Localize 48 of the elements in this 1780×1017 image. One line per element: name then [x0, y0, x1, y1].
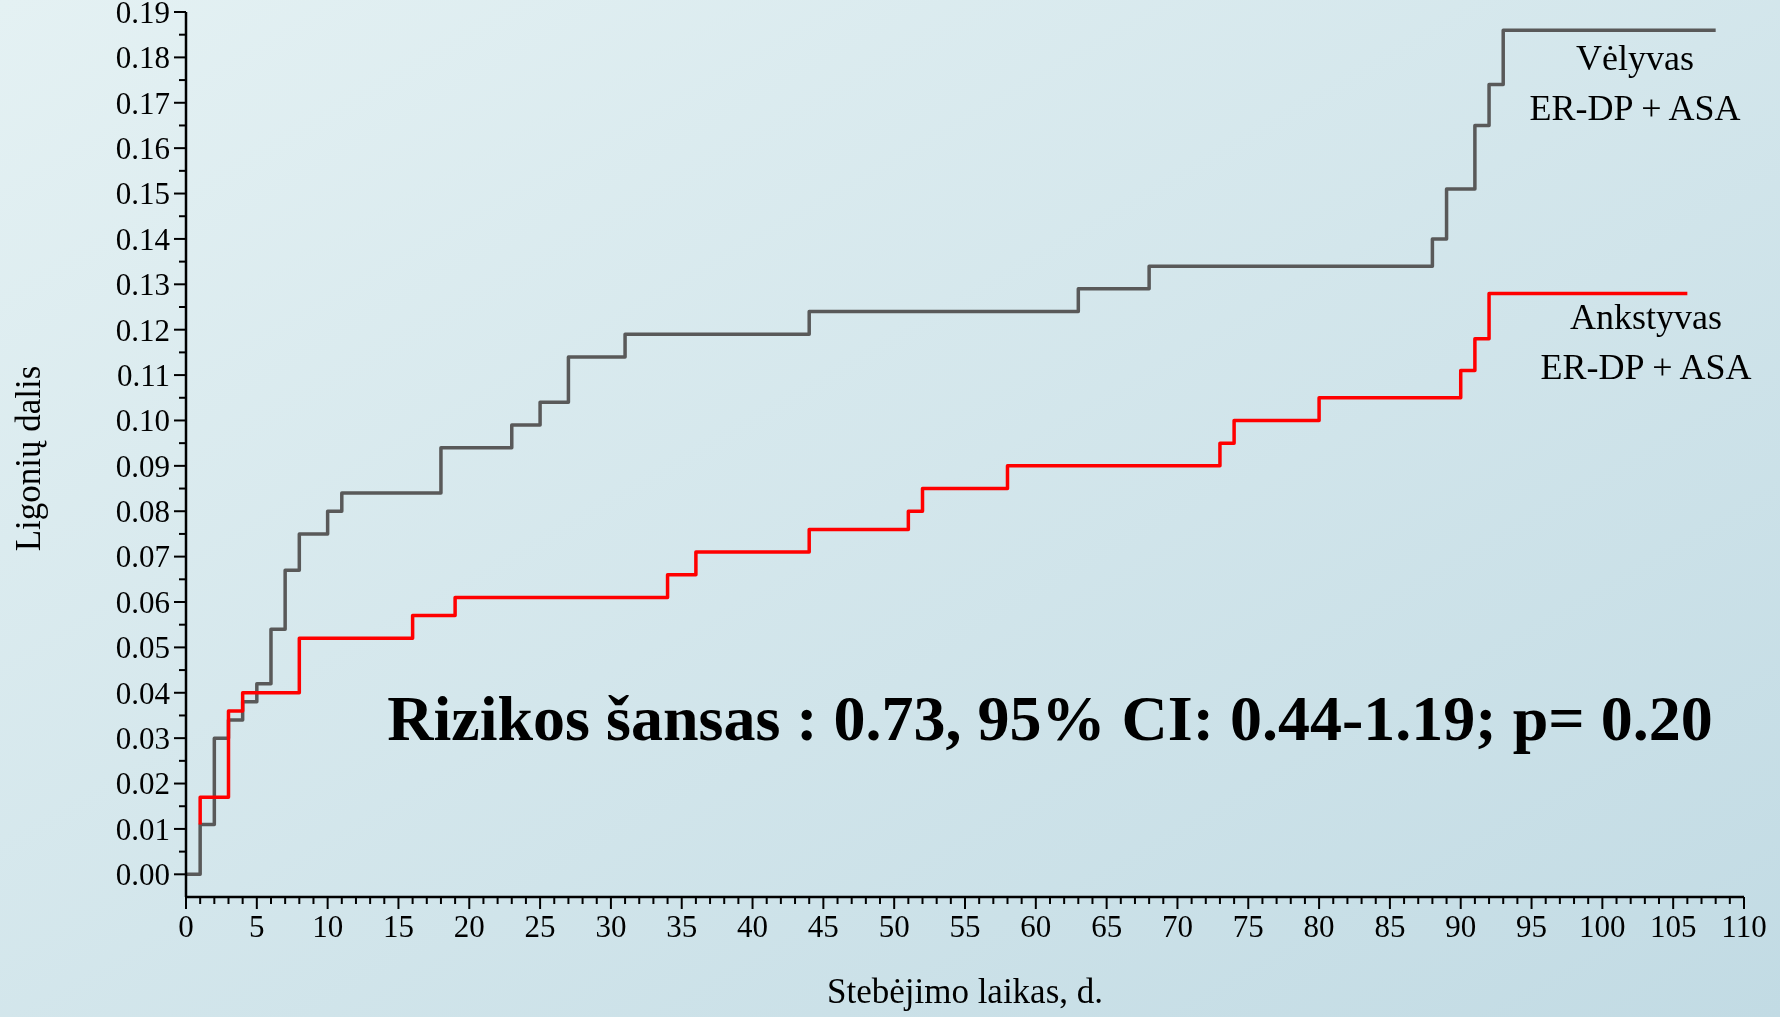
y-tick-label: 0.09: [115, 448, 170, 484]
y-tick-label: 0.17: [115, 85, 170, 121]
x-tick-label: 70: [1161, 909, 1193, 944]
series-label: Ankstyvas ER-DP + ASA: [1540, 297, 1752, 387]
annotation: Rizikos šansas : 0.73, 95% CI: 0.44-1.19; p= 0.20: [387, 683, 1713, 754]
x-tick-label: 95: [1516, 909, 1548, 944]
y-tick-label: 0.12: [115, 312, 170, 348]
y-tick-label: 0.08: [115, 494, 170, 530]
x-tick-label: 0: [178, 909, 194, 944]
x-axis-title: Stebėjimo laikas, d.: [826, 972, 1104, 1011]
x-tick-label: 80: [1303, 909, 1335, 944]
x-tick-label: 105: [1649, 909, 1697, 944]
y-tick-label: 0.05: [115, 630, 170, 666]
y-tick-label: 0.00: [115, 857, 170, 893]
y-tick-label: 0.15: [115, 176, 170, 212]
x-tick-label: 25: [524, 909, 556, 944]
x-tick-label: 35: [666, 909, 698, 944]
x-tick-label: 85: [1374, 909, 1406, 944]
y-tick-label: 0.16: [115, 131, 170, 166]
x-tick-label: 40: [737, 909, 769, 944]
y-tick-label: 0.11: [116, 357, 170, 393]
y-tick-label: 0.14: [115, 221, 171, 257]
x-tick-label: 15: [382, 909, 414, 944]
y-tick-label: 0.01: [115, 811, 170, 847]
y-axis-title: Ligonių dalis: [9, 365, 48, 552]
series-label: Vėlyvas ER-DP + ASA: [1529, 38, 1741, 128]
y-tick-label: 0.04: [115, 675, 171, 711]
y-tick-label: 0.06: [115, 584, 170, 620]
y-tick-label: 0.02: [115, 766, 170, 802]
y-tick-label: 0.13: [115, 267, 170, 303]
y-tick-label: 0.03: [115, 721, 170, 756]
x-tick-label: 50: [878, 909, 910, 944]
y-tick-label: 0.07: [115, 539, 170, 575]
x-tick-label: 100: [1579, 909, 1626, 944]
x-tick-label: 55: [949, 909, 981, 944]
x-tick-label: 5: [249, 909, 265, 944]
x-tick-label: 110: [1721, 909, 1767, 944]
x-tick-label: 10: [312, 909, 344, 944]
x-tick-label: 75: [1232, 909, 1264, 944]
y-tick-label: 0.18: [115, 40, 170, 76]
x-tick-label: 30: [595, 909, 627, 944]
x-tick-label: 60: [1020, 909, 1052, 944]
x-tick-label: 20: [453, 909, 485, 944]
x-tick-label: 45: [807, 909, 839, 944]
x-tick-label: 65: [1091, 909, 1123, 944]
x-tick-label: 90: [1445, 909, 1477, 944]
y-tick-label: 0.10: [115, 403, 170, 439]
y-tick-label: 0.19: [115, 0, 170, 30]
